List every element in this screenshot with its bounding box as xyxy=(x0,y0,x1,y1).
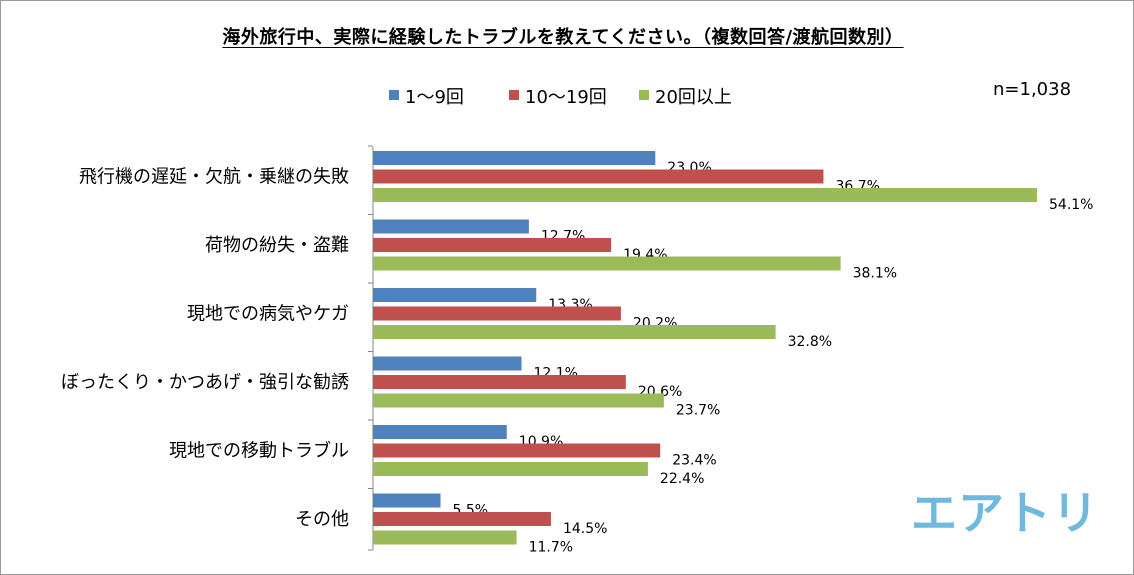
bar xyxy=(373,219,529,234)
legend-swatch-series-2 xyxy=(509,90,519,100)
legend-swatch-series-1 xyxy=(389,90,399,100)
data-label: 32.8% xyxy=(788,334,832,350)
data-label: 11.7% xyxy=(529,540,573,556)
bar xyxy=(373,151,656,165)
bar xyxy=(373,325,776,339)
bar xyxy=(373,443,661,458)
legend-label-series-2: 10〜19回 xyxy=(525,87,607,108)
data-label: 22.4% xyxy=(660,471,704,487)
category-label: 現地での移動トラブル xyxy=(169,440,349,462)
data-label: 14.5% xyxy=(563,521,607,537)
bar xyxy=(373,188,1037,202)
data-label: 23.7% xyxy=(676,403,720,419)
bar xyxy=(373,512,551,526)
data-label: 54.1% xyxy=(1049,197,1093,213)
bar xyxy=(373,256,841,271)
bar xyxy=(373,238,612,252)
category-label: 荷物の紛失・盗難 xyxy=(205,235,349,256)
bar xyxy=(373,425,507,439)
bar xyxy=(373,393,664,408)
category-label: ぼったくり・かつあげ・強引な勧誘 xyxy=(61,372,349,393)
legend-label-series-1: 1〜9回 xyxy=(405,87,464,108)
bar xyxy=(373,375,626,389)
logo-text: エアトリ xyxy=(911,486,1091,540)
chart-title: 海外旅行中、実際に経験したトラブルを教えてください。（複数回答/渡航回数別） xyxy=(1,23,1125,49)
bar xyxy=(373,462,648,476)
category-label: 飛行機の遅延・欠航・乗継の失敗 xyxy=(79,167,349,188)
data-label: 23.4% xyxy=(672,453,716,469)
legend-swatch-series-3 xyxy=(639,90,649,100)
airtrip-logo: エアトリ xyxy=(911,486,1091,540)
data-label: 38.1% xyxy=(853,266,897,282)
bar xyxy=(373,493,441,508)
bar xyxy=(373,356,522,371)
chart-title-text: 海外旅行中、実際に経験したトラブルを教えてください。（複数回答/渡航回数別） xyxy=(222,27,904,48)
sample-size-label: n=1,038 xyxy=(993,79,1072,100)
bar xyxy=(373,306,621,321)
bar xyxy=(373,288,537,302)
category-label: その他 xyxy=(295,509,349,530)
legend-label-series-3: 20回以上 xyxy=(655,87,732,108)
category-label: 現地での病気やケガ xyxy=(187,304,349,325)
bar xyxy=(373,169,824,184)
bar xyxy=(373,530,517,545)
